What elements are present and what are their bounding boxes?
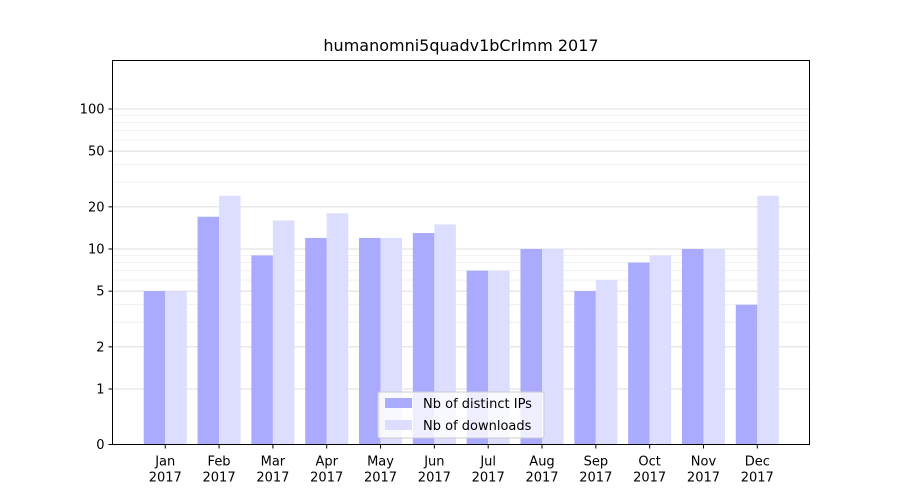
y-axis: 0 1 2 5 10 20 50 100 xyxy=(80,103,113,453)
x-tick-label: May 2017 xyxy=(364,455,397,486)
bar-downloads xyxy=(434,224,456,445)
bar-downloads xyxy=(272,220,295,445)
bar-distinct-ips xyxy=(251,255,273,445)
legend-label-downloads: Nb of downloads xyxy=(423,419,532,434)
y-tick-label: 0 xyxy=(96,438,104,453)
x-tick-label: Oct 2017 xyxy=(633,455,666,486)
bar-downloads xyxy=(326,213,349,445)
x-axis: Jan 2017 Feb 2017 Mar 2017 Apr 2017 May 2017 Jun 20… xyxy=(149,444,774,486)
bar-distinct-ips xyxy=(359,237,381,445)
bar-distinct-ips xyxy=(197,216,220,445)
legend-swatch-distinct-ips xyxy=(385,398,412,408)
bar-downloads xyxy=(165,291,187,445)
bar-downloads xyxy=(649,255,672,445)
x-tick-label: Dec 2017 xyxy=(741,455,774,486)
y-tick-label: 5 xyxy=(96,285,104,300)
y-tick-label: 10 xyxy=(88,243,105,258)
bar-distinct-ips xyxy=(305,237,327,445)
bar-distinct-ips xyxy=(681,249,704,445)
y-tick-label: 50 xyxy=(88,145,105,160)
bar-distinct-ips xyxy=(628,262,650,445)
bar-downloads xyxy=(757,195,779,445)
y-tick-label: 20 xyxy=(88,200,105,215)
bar-distinct-ips xyxy=(143,291,166,445)
x-tick-label: Mar 2017 xyxy=(256,455,289,486)
bar-downloads xyxy=(219,195,241,445)
legend-label-distinct-ips: Nb of distinct IPs xyxy=(423,397,532,412)
y-tick-label: 1 xyxy=(96,383,104,398)
y-tick-label: 2 xyxy=(96,340,104,355)
legend-box xyxy=(377,391,545,439)
x-tick-label: Apr 2017 xyxy=(310,455,343,486)
chart-title: humanomni5quadv1bCrlmm 2017 xyxy=(323,36,598,55)
bar-downloads xyxy=(595,280,618,445)
x-tick-label: Sep 2017 xyxy=(579,455,612,486)
x-tick-label: Feb 2017 xyxy=(203,455,236,486)
bar-distinct-ips xyxy=(574,291,596,445)
x-tick-label: Aug 2017 xyxy=(525,455,558,486)
bar-downloads xyxy=(542,249,564,445)
bar-distinct-ips xyxy=(735,304,758,445)
y-tick-label: 100 xyxy=(80,103,105,118)
x-tick-label: Jun 2017 xyxy=(418,455,451,486)
x-tick-label: Jan 2017 xyxy=(149,455,182,486)
legend: Nb of distinct IPs Nb of downloads xyxy=(377,391,545,439)
legend-swatch-downloads xyxy=(385,420,412,430)
bars xyxy=(143,195,779,445)
bar-downloads xyxy=(703,249,725,445)
plot-area xyxy=(112,60,810,445)
x-tick-label: Nov 2017 xyxy=(687,455,720,486)
x-tick-label: Jul 2017 xyxy=(472,455,505,486)
